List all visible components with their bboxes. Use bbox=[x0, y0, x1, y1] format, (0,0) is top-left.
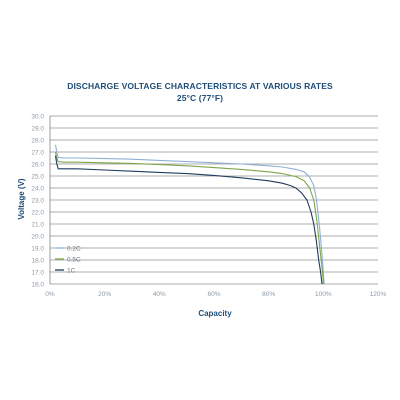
y-tick-label: 27.0 bbox=[31, 149, 44, 156]
legend-label: 0.5C bbox=[67, 256, 81, 263]
x-axis-label: Capacity bbox=[198, 309, 232, 318]
x-tick-label: 0% bbox=[45, 291, 55, 298]
y-tick-label: 19.0 bbox=[31, 245, 44, 252]
y-axis-label: Voltage (V) bbox=[17, 178, 26, 220]
y-tick-label: 22.0 bbox=[31, 209, 44, 216]
y-tick-label: 18.0 bbox=[31, 257, 44, 264]
x-tick-label: 40% bbox=[153, 291, 166, 298]
series-line-0.2C bbox=[54, 144, 325, 285]
chart-title: DISCHARGE VOLTAGE CHARACTERISTICS AT VAR… bbox=[67, 81, 333, 91]
grid bbox=[49, 115, 378, 285]
x-tick-label: 20% bbox=[98, 291, 111, 298]
legend-label: 0.2C bbox=[67, 245, 81, 252]
y-tick-label: 17.0 bbox=[31, 269, 44, 276]
y-tick-label: 23.0 bbox=[31, 197, 44, 204]
y-tick-label: 20.0 bbox=[31, 233, 44, 240]
y-tick-label: 30.0 bbox=[31, 113, 44, 120]
x-tick-label: 120% bbox=[370, 291, 387, 298]
tick-labels: 30.0 29.0 28.0 27.0 26.0 25.0 24.0 23.0 22.0 21.0… bbox=[31, 113, 386, 298]
x-tick-label: 80% bbox=[262, 291, 275, 298]
series-line-0.5C bbox=[54, 151, 324, 285]
legend: 0.2C 0.5C 1C bbox=[55, 245, 81, 274]
y-tick-label: 25.0 bbox=[31, 173, 44, 180]
y-tick-label: 16.0 bbox=[31, 281, 44, 288]
y-tick-label: 29.0 bbox=[31, 125, 44, 132]
series-line-1C bbox=[54, 155, 323, 285]
y-tick-label: 26.0 bbox=[31, 161, 44, 168]
series-lines bbox=[54, 144, 325, 285]
legend-label: 1C bbox=[67, 267, 76, 274]
x-tick-label: 60% bbox=[207, 291, 220, 298]
y-tick-label: 24.0 bbox=[31, 185, 44, 192]
x-tick-label: 100% bbox=[315, 291, 332, 298]
y-tick-label: 28.0 bbox=[31, 137, 44, 144]
chart-subtitle: 25°C (77°F) bbox=[176, 93, 224, 103]
y-tick-label: 21.0 bbox=[31, 221, 44, 228]
